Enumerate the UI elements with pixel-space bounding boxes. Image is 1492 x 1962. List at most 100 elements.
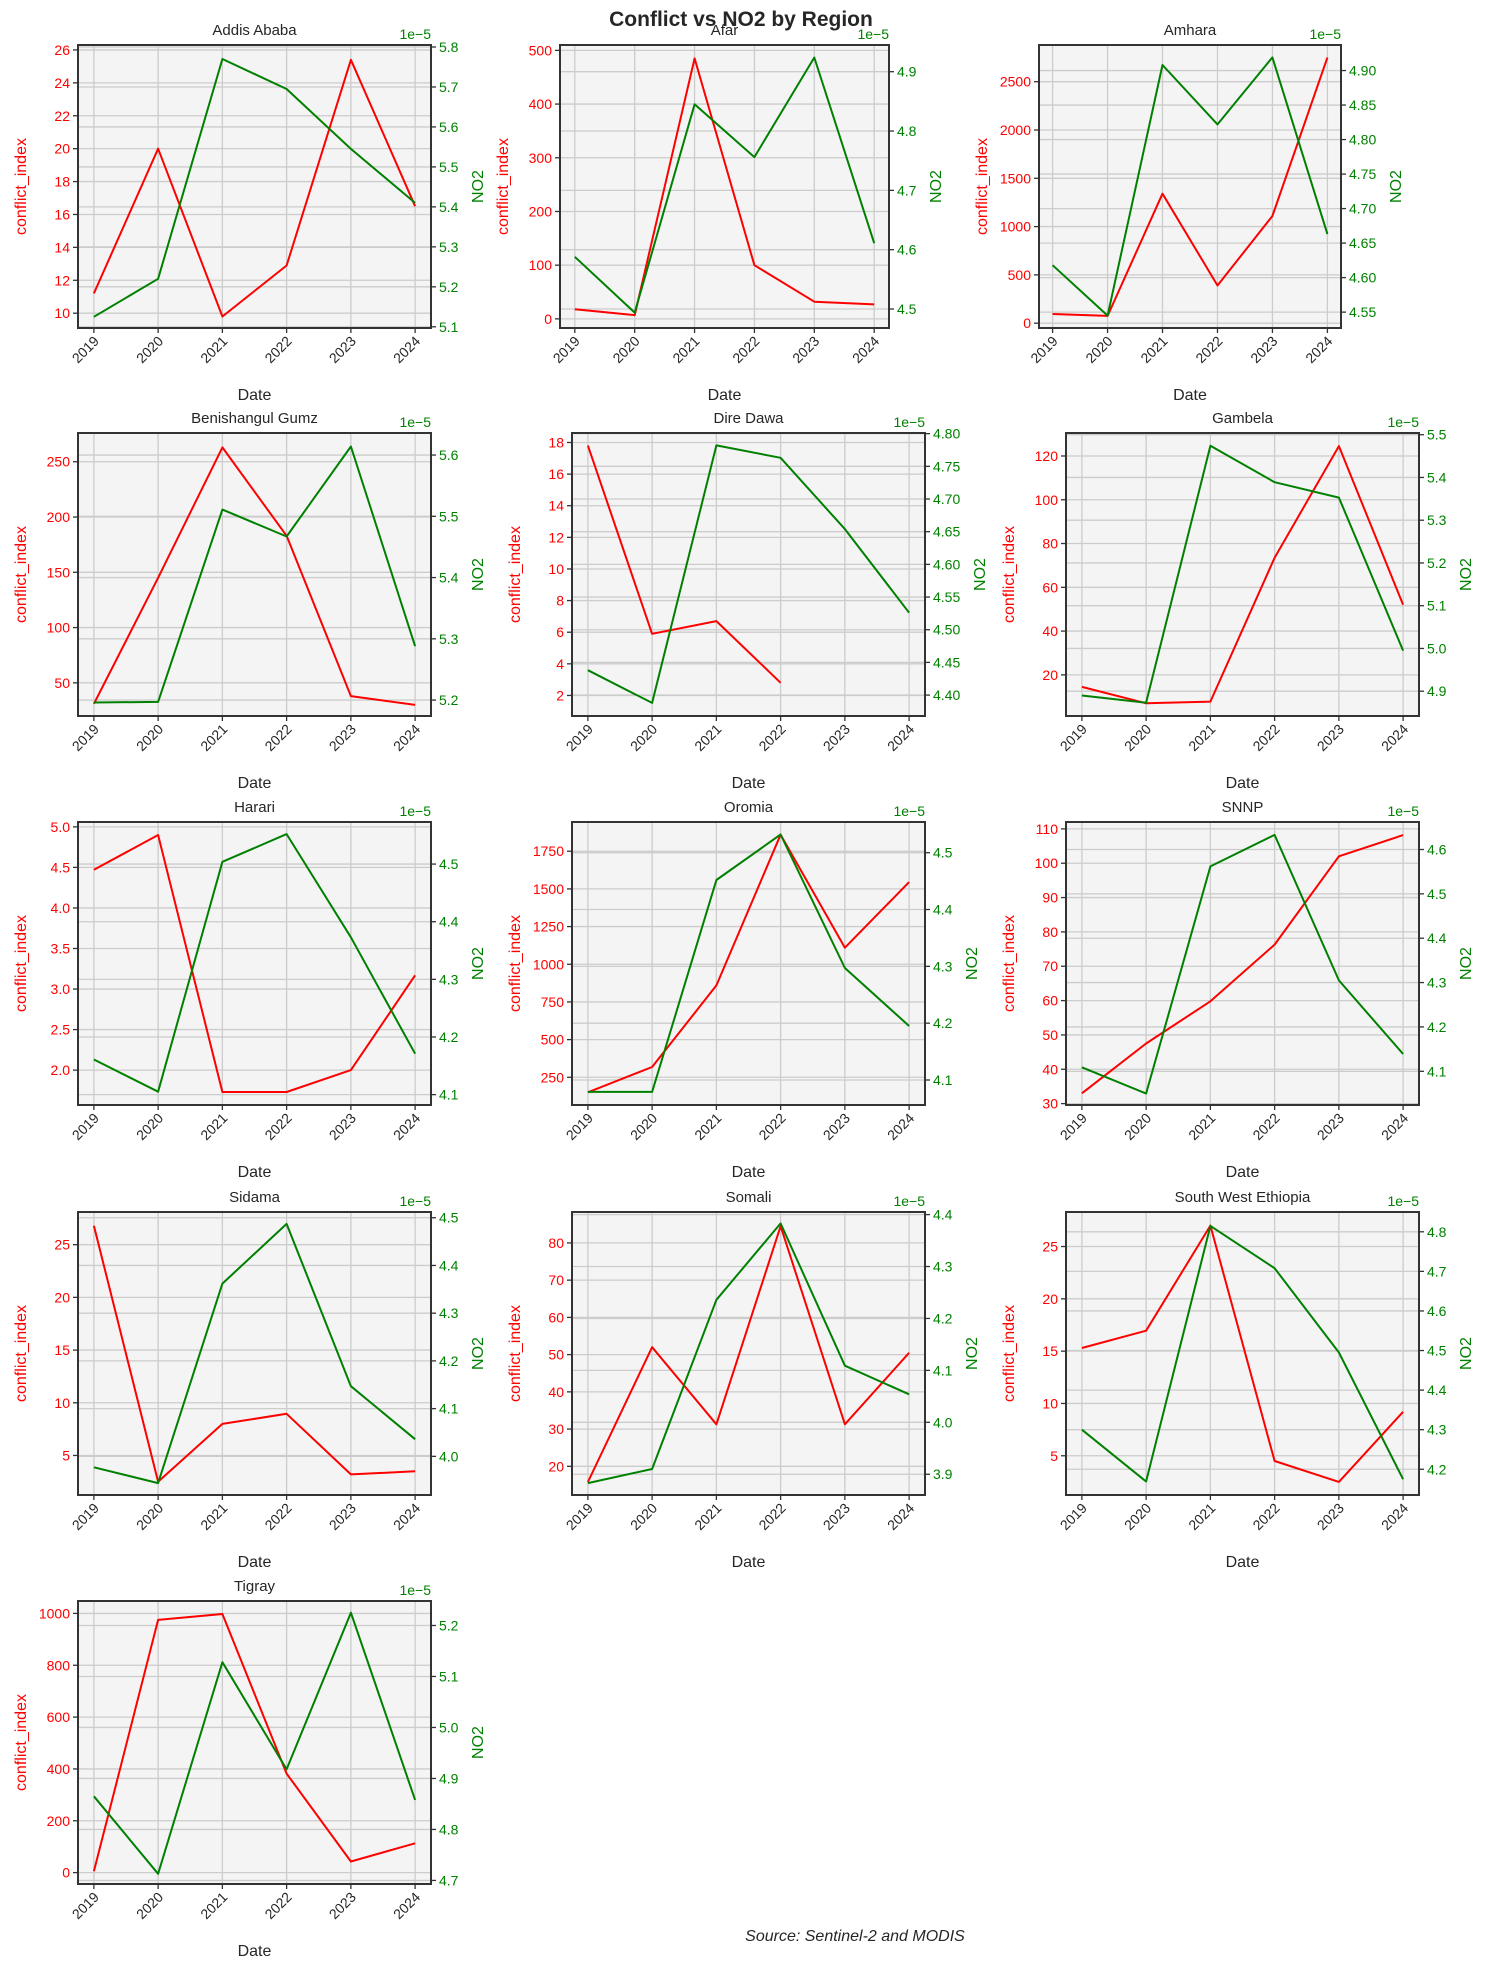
left-axis-label: conflict_index (1001, 1305, 1018, 1402)
gridlines (560, 45, 889, 328)
left-tick-label: 14 (548, 498, 564, 514)
right-tick-label: 4.8 (439, 1821, 459, 1837)
left-tick-label: 24 (54, 75, 70, 91)
gridlines (1066, 822, 1419, 1105)
x-tick-label: 2024 (849, 333, 882, 366)
left-tick-label: 50 (1042, 1027, 1058, 1043)
x-tick-label: 2021 (197, 1500, 230, 1533)
left-tick-label: 200 (47, 509, 71, 525)
panel-title: Tigray (234, 1578, 276, 1595)
right-axis-label: NO2 (964, 947, 981, 980)
panel-title: SNNP (1222, 799, 1264, 816)
x-tick-label: 2019 (563, 1500, 596, 1533)
panel-dire-dawa: 2 4 6 8 10 12 14 16 18 4.40 4.45 4.50 4.55 4.60 4.65 4.… (507, 410, 989, 792)
right-tick-label: 4.2 (439, 1353, 459, 1369)
conflict-index-line (92, 1225, 416, 1483)
right-axis-label: NO2 (470, 1337, 487, 1370)
gridlines (572, 822, 925, 1105)
left-axis-label: conflict_index (13, 1305, 30, 1402)
x-axis-label: Date (1226, 1554, 1260, 1571)
x-tick-label: 2023 (1247, 333, 1280, 366)
axes-frame (77, 1211, 432, 1496)
x-tick-label: 2023 (326, 1500, 359, 1533)
left-axis-label: conflict_index (13, 526, 30, 623)
left-axis-label: conflict_index (13, 138, 30, 235)
left-tick-label: 10 (54, 1395, 70, 1411)
conflict-index-line (92, 58, 417, 318)
right-tick-label: 5.6 (439, 119, 459, 135)
x-tick-label: 2024 (390, 721, 423, 754)
right-tick-label: 5.2 (1427, 555, 1447, 571)
no2-line (587, 833, 910, 1093)
panel-gambela: 20 40 60 80 100 120 4.9 5.0 5.1 5.2 5.3 5.4 5.5 2019 2… (1001, 410, 1475, 792)
x-tick-label: 2024 (390, 1889, 423, 1922)
panel-grid: 1012141618202224265.15.25.35.45.55.65.75… (13, 22, 1475, 1960)
right-axis-label: NO2 (470, 170, 487, 203)
left-tick-label: 400 (47, 1761, 71, 1777)
left-tick-label: 70 (1042, 958, 1058, 974)
x-tick-label: 2023 (789, 333, 822, 366)
right-tick-label: 5.3 (439, 239, 459, 255)
right-axis-offset: 1e−5 (893, 803, 925, 819)
x-tick-label: 2020 (133, 1500, 166, 1533)
x-tick-label: 2021 (1185, 721, 1218, 754)
right-tick-label: 4.90 (1349, 63, 1376, 79)
x-axis-label: Date (238, 1164, 272, 1181)
x-tick-label: 2023 (820, 721, 853, 754)
no2-line (93, 833, 416, 1093)
left-axis-label: conflict_index (974, 138, 991, 235)
plot-area (572, 822, 925, 1105)
right-tick-label: 4.9 (1427, 683, 1447, 699)
panel-title: Addis Ababa (212, 22, 297, 39)
left-tick-label: 250 (47, 454, 71, 470)
right-tick-label: 4.40 (933, 687, 960, 703)
right-tick-label: 4.3 (439, 971, 459, 987)
x-axis-label: Date (732, 775, 766, 792)
left-tick-label: 200 (529, 203, 553, 219)
right-tick-label: 4.75 (1349, 166, 1376, 182)
left-tick-label: 100 (1035, 492, 1059, 508)
gridlines (78, 433, 431, 716)
no2-line (93, 58, 416, 318)
x-tick-label: 2021 (197, 1110, 230, 1143)
panel-title: Oromia (724, 799, 774, 816)
right-tick-label: 4.65 (933, 524, 960, 540)
x-axis-label: Date (732, 1164, 766, 1181)
right-tick-label: 4.8 (1427, 1224, 1447, 1240)
left-tick-label: 12 (548, 529, 564, 545)
x-tick-label: 2022 (755, 1110, 788, 1143)
right-tick-label: 4.85 (1349, 97, 1376, 113)
panel-oromia: 250 500 750 1000 1250 1500 1750 4.1 4.2 4.3 4.4 4.5… (507, 799, 981, 1181)
right-tick-label: 4.3 (1427, 1422, 1447, 1438)
right-tick-label: 5.5 (1427, 427, 1447, 443)
left-tick-label: 5.0 (51, 819, 71, 835)
x-tick-label: 2020 (133, 721, 166, 754)
x-tick-label: 2023 (1314, 1110, 1347, 1143)
right-axis-label: NO2 (470, 558, 487, 591)
right-axis-label: NO2 (1458, 558, 1475, 591)
panel-title: Afar (711, 22, 739, 39)
left-tick-label: 70 (548, 1272, 564, 1288)
right-tick-label: 4.80 (933, 426, 960, 442)
right-tick-label: 4.7 (1427, 1263, 1447, 1279)
left-axis-label: conflict_index (507, 526, 524, 623)
right-axis-offset: 1e−5 (1387, 414, 1419, 430)
right-tick-label: 4.3 (1427, 975, 1447, 991)
x-tick-label: 2021 (669, 333, 702, 366)
right-tick-label: 5.0 (1427, 640, 1447, 656)
left-tick-label: 50 (54, 675, 70, 691)
right-tick-label: 5.6 (439, 447, 459, 463)
left-tick-label: 100 (1035, 855, 1059, 871)
right-tick-label: 5.4 (1427, 469, 1447, 485)
x-tick-label: 2021 (1137, 333, 1170, 366)
right-tick-label: 4.8 (897, 123, 917, 139)
right-tick-label: 4.65 (1349, 235, 1376, 251)
left-tick-label: 16 (54, 206, 70, 222)
right-tick-label: 5.2 (439, 1617, 459, 1633)
left-tick-label: 1000 (1000, 219, 1031, 235)
no2-line (587, 1222, 910, 1485)
left-tick-label: 500 (1008, 267, 1032, 283)
x-tick-label: 2024 (884, 1110, 917, 1143)
left-tick-label: 0 (62, 1865, 70, 1881)
x-tick-label: 2022 (1249, 1110, 1282, 1143)
